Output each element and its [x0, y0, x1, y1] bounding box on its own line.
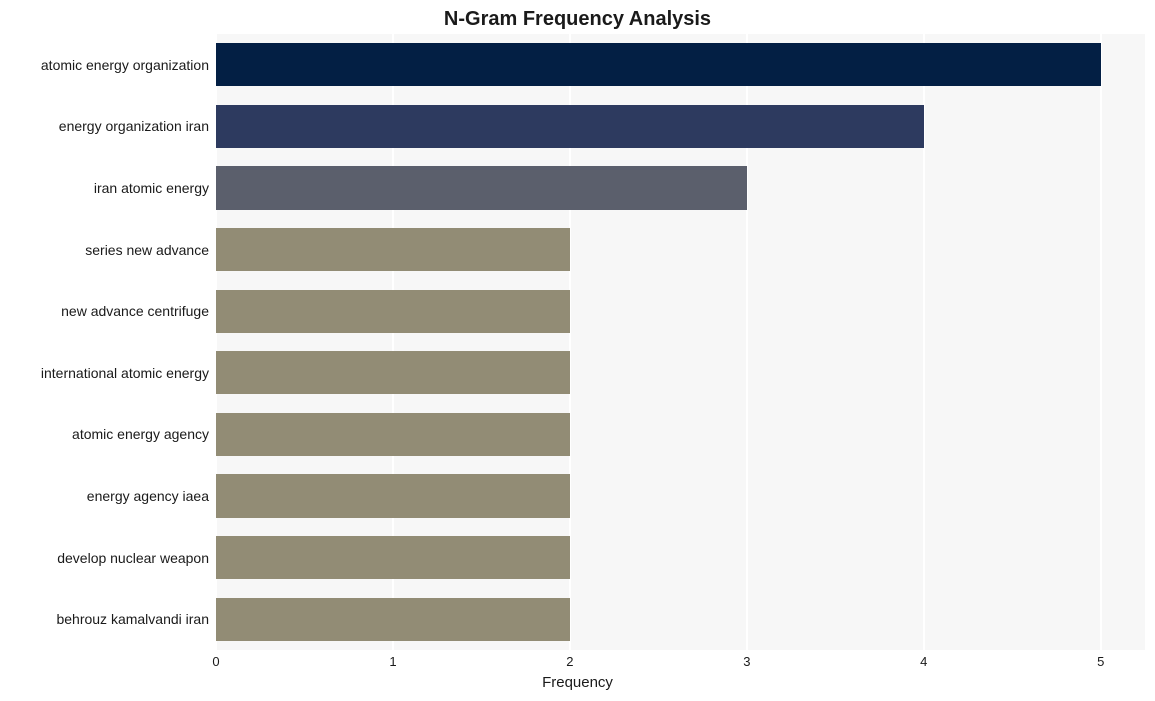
- bar: [216, 105, 924, 148]
- y-tick-label: series new advance: [85, 242, 209, 258]
- ngram-chart: N-Gram Frequency Analysis Frequency atom…: [0, 0, 1155, 701]
- chart-title: N-Gram Frequency Analysis: [0, 8, 1155, 31]
- x-tick-label: 1: [389, 654, 396, 669]
- bar: [216, 413, 570, 456]
- y-tick-label: atomic energy organization: [41, 57, 209, 73]
- bar: [216, 474, 570, 517]
- x-tick-label: 0: [212, 654, 219, 669]
- y-tick-label: iran atomic energy: [94, 180, 209, 196]
- bar: [216, 228, 570, 271]
- x-axis-label: Frequency: [0, 674, 1155, 691]
- bar: [216, 598, 570, 641]
- y-tick-label: atomic energy agency: [72, 426, 209, 442]
- bar: [216, 351, 570, 394]
- x-tick-label: 3: [743, 654, 750, 669]
- plot-area: [216, 34, 1145, 650]
- x-tick-label: 2: [566, 654, 573, 669]
- bar: [216, 166, 747, 209]
- y-tick-label: behrouz kamalvandi iran: [56, 611, 209, 627]
- y-tick-label: develop nuclear weapon: [57, 550, 209, 566]
- x-tick-label: 5: [1097, 654, 1104, 669]
- grid-line: [1100, 34, 1102, 650]
- y-tick-label: energy agency iaea: [87, 488, 209, 504]
- bar: [216, 43, 1101, 86]
- bar: [216, 290, 570, 333]
- bar: [216, 536, 570, 579]
- y-tick-label: international atomic energy: [41, 365, 209, 381]
- y-tick-label: new advance centrifuge: [61, 303, 209, 319]
- x-tick-label: 4: [920, 654, 927, 669]
- y-tick-label: energy organization iran: [59, 118, 209, 134]
